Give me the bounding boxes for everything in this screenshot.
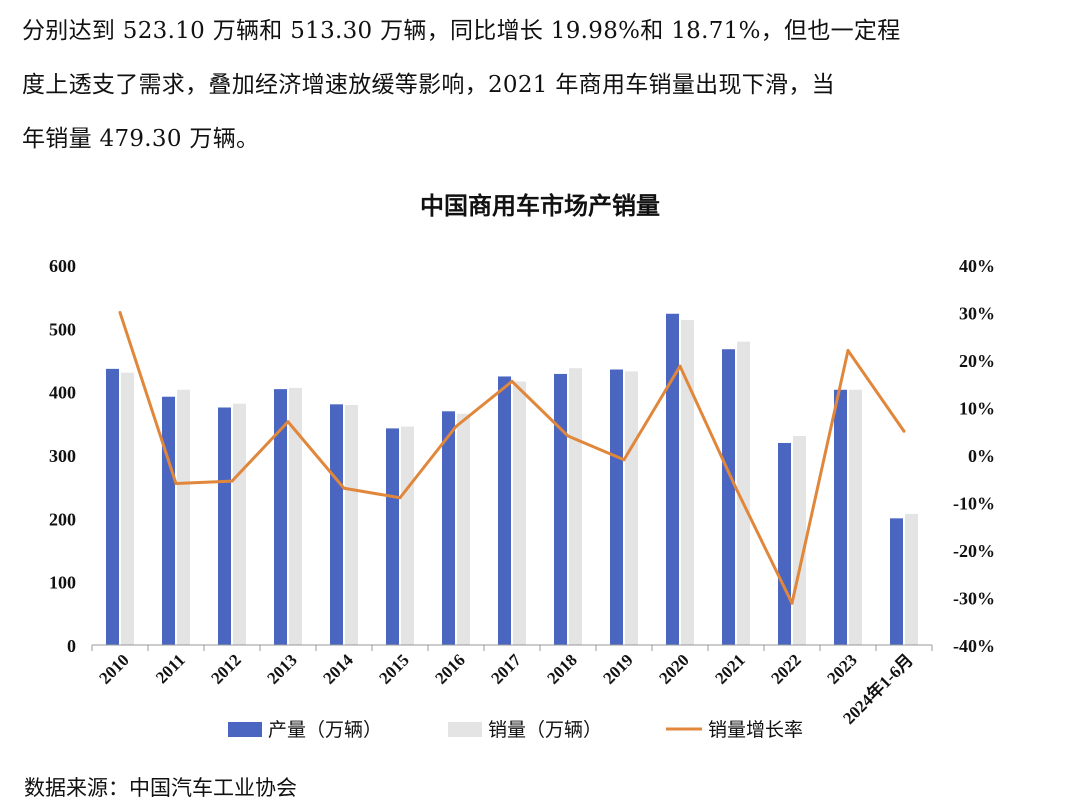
bar-production (106, 368, 119, 645)
bar-sales (233, 403, 246, 645)
bar-production (218, 407, 231, 645)
bar-production (778, 442, 791, 645)
x-tick-label: 2010 (95, 650, 132, 687)
growth-rate-point (230, 479, 234, 483)
y-left-tick-label: 600 (49, 256, 76, 276)
growth-rate-point (286, 420, 290, 424)
bar-production (610, 369, 623, 645)
growth-rate-point (118, 311, 122, 314)
y-left-tick-label: 300 (49, 446, 76, 466)
y-right-tick-label: 30% (959, 304, 995, 324)
bar-sales (905, 513, 918, 645)
x-tick-label: 2019 (599, 650, 636, 687)
growth-rate-point (734, 486, 738, 490)
growth-rate-point (454, 425, 458, 428)
legend-swatch-production (228, 722, 262, 737)
y-left-tick-label: 400 (49, 383, 76, 403)
x-tick-label: 2012 (207, 650, 244, 687)
bar-sales (625, 371, 638, 645)
legend-label-growth-rate: 销量增长率 (708, 719, 803, 741)
growth-rate-point (510, 379, 514, 383)
legend-label-sales: 销量（万辆） (488, 719, 602, 741)
x-tick-label: 2023 (823, 650, 860, 687)
y-right-tick-label: 20% (959, 351, 995, 371)
bar-sales (513, 381, 526, 645)
y-left-tick-label: 500 (49, 319, 76, 339)
chart-svg: 0 100 200 300 400 500 600 -40% -30% -20% -10% 0% 10%… (49, 256, 995, 741)
bar-sales (849, 389, 862, 645)
paragraph-line: 年销量 479.30 万辆。 (22, 126, 260, 152)
y-left-tick-label: 200 (49, 509, 76, 529)
chart-container: 中国商用车市场产销量 0 100 200 300 400 500 600 -40% -30% -2… (0, 180, 1080, 812)
y-left-tick-label: 0 (67, 636, 76, 656)
x-tick-label: 2018 (543, 650, 580, 687)
growth-rate-point (174, 482, 178, 485)
y-right-tick-label: -40% (953, 636, 995, 656)
bar-sales (401, 426, 414, 645)
growth-rate-point (846, 349, 850, 352)
bar-sales (177, 389, 190, 645)
x-tick-label: 2021 (711, 650, 748, 687)
bar-production (498, 376, 511, 645)
x-tick-label: 2013 (263, 650, 300, 687)
x-tick-label: 2011 (152, 650, 189, 687)
bar-sales (121, 372, 134, 645)
y-left-tick-label: 100 (49, 573, 76, 593)
bar-production (554, 373, 567, 645)
source-note: 数据来源：中国汽车工业协会 (24, 776, 297, 800)
x-tick-label: 2016 (431, 650, 468, 687)
bar-sales (345, 404, 358, 645)
bar-sales (681, 320, 694, 645)
bar-production (834, 389, 847, 645)
paragraph-line: 度上透支了需求，叠加经济增速放缓等影响，2021 年商用车销量出现下滑，当 (22, 72, 835, 98)
bar-production (274, 389, 287, 645)
y-right-tick-label: -10% (953, 494, 995, 514)
growth-rate-point (902, 429, 906, 433)
y-right-tick-label: 0% (968, 446, 995, 466)
x-tick-label: 2015 (375, 650, 412, 687)
growth-rate-point (398, 496, 402, 500)
bar-production (442, 411, 455, 645)
growth-rate-point (622, 458, 626, 462)
legend-label-production: 产量（万辆） (268, 719, 382, 741)
x-tick-label: 2022 (767, 650, 804, 687)
bar-sales (569, 368, 582, 645)
x-tick-label: 2020 (655, 650, 692, 687)
growth-rate-point (790, 601, 794, 605)
bar-production (162, 396, 175, 645)
body-paragraph: 分别达到 523.10 万辆和 513.30 万辆，同比增长 19.98%和 1… (22, 8, 1062, 170)
paragraph-line: 分别达到 523.10 万辆和 513.30 万辆，同比增长 19.98%和 1… (22, 18, 901, 44)
y-right-tick-label: 10% (959, 399, 995, 419)
bar-production (330, 404, 343, 645)
y-right-tick-label: -20% (953, 541, 995, 561)
bar-production (722, 349, 735, 645)
bar-production (890, 518, 903, 645)
growth-rate-point (678, 364, 682, 368)
growth-rate-point (342, 486, 346, 490)
growth-rate-point (566, 434, 570, 438)
bar-sales (793, 436, 806, 645)
bar-sales (737, 341, 750, 645)
legend-swatch-sales (448, 722, 482, 737)
y-right-tick-label: 40% (959, 256, 995, 276)
y-right-tick-label: -30% (953, 589, 995, 609)
bar-sales (457, 413, 470, 645)
bar-sales (289, 387, 302, 645)
x-tick-label: 2014 (319, 650, 357, 688)
bar-production (386, 428, 399, 645)
x-tick-label: 2017 (487, 650, 525, 688)
chart-title: 中国商用车市场产销量 (420, 191, 660, 220)
bar-production (666, 313, 679, 645)
